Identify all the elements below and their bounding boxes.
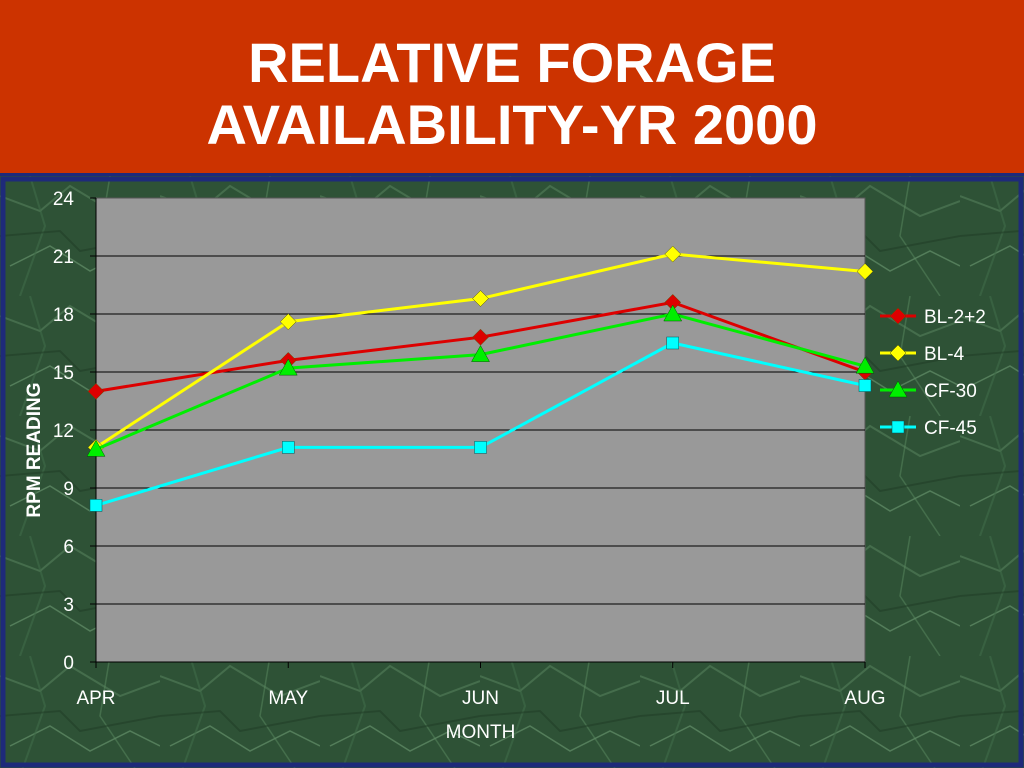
- data-point-cf-30: [855, 356, 875, 374]
- legend-label-bl-2-2: BL-2+2: [924, 307, 986, 328]
- legend-marker-bl-2-2: [889, 307, 907, 325]
- slide-title-line-1: RELATIVE FORAGE: [248, 31, 776, 94]
- data-point-cf-30: [471, 345, 490, 362]
- y-tick-label: 9: [63, 479, 74, 500]
- data-point-bl-4: [664, 245, 682, 263]
- legend-marker-bl-4: [889, 344, 907, 362]
- legend-label-cf-45: CF-45: [924, 418, 977, 439]
- data-point-cf-45: [89, 499, 103, 512]
- data-point-cf-45: [858, 379, 872, 392]
- x-axis-title: MONTH: [446, 722, 516, 743]
- x-tick-label: JUN: [462, 688, 499, 709]
- chart-panel: 0 3 6 9 12 15 18 21 24 APR MAY JUN JUL AUG BL-2+2 BL-4…: [0, 176, 1024, 768]
- y-tick-label: 12: [53, 421, 74, 442]
- title-band: RELATIVE FORAGE AVAILABILITY-YR 2000: [0, 0, 1024, 173]
- y-tick-label: 18: [53, 305, 74, 326]
- data-point-cf-30: [86, 439, 106, 457]
- x-tick-label: MAY: [268, 688, 308, 709]
- data-point-cf-45: [282, 441, 295, 454]
- x-tick-label: APR: [76, 688, 115, 709]
- legend-label-cf-30: CF-30: [924, 381, 977, 402]
- x-tick-label: JUL: [656, 688, 690, 709]
- y-tick-label: 0: [63, 653, 74, 674]
- data-point-bl-4: [856, 263, 874, 280]
- y-tick-label: 3: [63, 595, 74, 616]
- data-point-bl-4: [472, 290, 489, 307]
- y-tick-label: 24: [53, 189, 75, 210]
- data-point-bl-2-2: [87, 382, 105, 400]
- slide-title-line-2: AVAILABILITY-YR 2000: [206, 93, 818, 156]
- data-point-cf-45: [666, 336, 679, 350]
- data-point-cf-30: [663, 304, 683, 322]
- x-tick-label: AUG: [844, 688, 885, 709]
- title-divider: [0, 173, 1024, 176]
- y-tick-label: 21: [53, 247, 74, 268]
- y-tick-label: 6: [63, 537, 74, 558]
- data-point-cf-45: [474, 441, 487, 454]
- legend-marker-cf-45: [891, 420, 905, 434]
- data-point-bl-4: [279, 313, 297, 331]
- panel-border: [0, 176, 1024, 768]
- y-tick-label: 15: [53, 363, 74, 384]
- y-axis-title: RPM READING: [24, 382, 45, 517]
- legend-label-bl-4: BL-4: [924, 344, 965, 365]
- line-chart: 0 3 6 9 12 15 18 21 24 APR MAY JUN JUL AUG BL-2+2 BL-4…: [0, 176, 1024, 768]
- legend-marker-cf-30: [888, 380, 908, 398]
- slide-title: RELATIVE FORAGE AVAILABILITY-YR 2000: [0, 32, 1024, 156]
- data-point-cf-30: [278, 358, 298, 376]
